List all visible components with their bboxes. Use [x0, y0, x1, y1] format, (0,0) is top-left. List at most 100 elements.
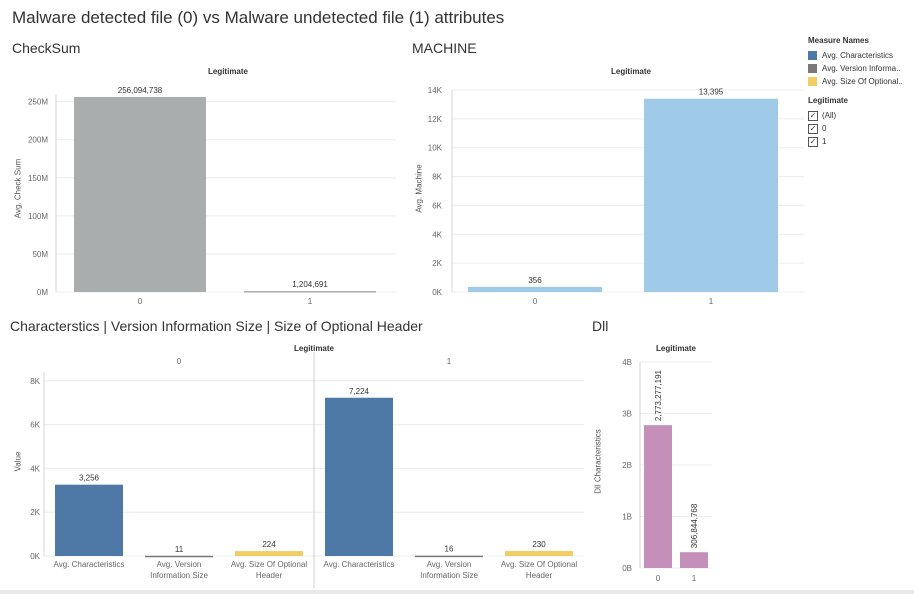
checksum-x-tick-label: 0 — [138, 297, 143, 306]
legend-item-version-information[interactable]: Avg. Version Informa.. — [808, 62, 912, 75]
characteristics-y-tick-label: 0K — [30, 552, 40, 561]
dll-chart: 0B 1B 2B 3B 4B 2,773,277,191 0 306,844,768 1 — [622, 358, 712, 583]
checksum-y-tick-label: 200M — [28, 136, 48, 145]
machine-y-tick-label: 14K — [428, 86, 443, 95]
checksum-data-label: 256,094,738 — [118, 86, 163, 95]
machine-y-tick-label: 12K — [428, 115, 443, 124]
characteristics-y-tick-label: 2K — [30, 508, 40, 517]
filter-option-0[interactable]: ✓ 0 — [808, 122, 912, 135]
checksum-x-tick-label: 1 — [308, 297, 313, 306]
dll-y-tick-label: 0B — [622, 564, 632, 573]
characteristics-x-tick-label: Avg. Characteristics — [54, 560, 125, 569]
characteristics-data-label: 11 — [175, 545, 184, 554]
machine-y-tick-label: 2K — [432, 259, 442, 268]
filter-option-all[interactable]: ✓ (All) — [808, 109, 912, 122]
dll-y-tick-label: 4B — [622, 358, 632, 367]
characteristics-bar — [415, 555, 483, 558]
characteristics-chart: 0K 2K 4K 6K 8K 0 3,256 Avg. Characteristics 11 Av… — [30, 352, 584, 588]
machine-data-label: 356 — [528, 276, 542, 285]
machine-data-label: 13,395 — [699, 88, 724, 97]
characteristics-y-tick-label: 6K — [30, 421, 40, 430]
machine-header: Legitimate — [610, 67, 651, 76]
machine-sheet-title: MACHINE — [412, 40, 477, 56]
characteristics-bar — [505, 550, 573, 556]
characteristics-data-label: 3,256 — [79, 474, 100, 483]
characteristics-bar — [145, 555, 213, 558]
characteristics-x-tick-label: Avg. Size Of Optional — [501, 560, 578, 569]
dll-bar — [644, 425, 672, 568]
characteristics-x-tick-label: Avg. Size Of Optional — [231, 560, 308, 569]
legend-panel: Measure Names Avg. Characteristics Avg. … — [808, 36, 912, 148]
checksum-y-tick-label: 250M — [28, 98, 48, 107]
dll-data-label: 306,844,768 — [690, 503, 699, 548]
legend-label: Avg. Characteristics — [822, 51, 893, 60]
characteristics-sheet-title: Characterstics | Version Information Siz… — [10, 318, 423, 334]
characteristics-bar — [235, 551, 303, 556]
machine-chart: 0K 2K 4K 6K 8K 10K 12K 14K 356 0 13,395 1 — [428, 86, 804, 306]
characteristics-x-tick-label: Avg. Version — [157, 560, 202, 569]
machine-y-tick-label: 8K — [432, 173, 442, 182]
checksum-data-label: 1,204,691 — [292, 280, 328, 289]
checkbox-icon[interactable]: ✓ — [808, 123, 818, 134]
characteristics-x-tick-label: Information Size — [150, 571, 208, 580]
characteristics-y-tick-label: 4K — [30, 464, 40, 473]
checksum-header: Legitimate — [207, 67, 248, 76]
characteristics-x-tick-label: Avg. Characteristics — [324, 560, 395, 569]
filter-label: (All) — [822, 111, 837, 120]
legend-swatch — [808, 77, 817, 86]
checksum-y-tick-label: 100M — [28, 212, 48, 221]
dll-bar — [680, 552, 708, 568]
checksum-chart: 0M 50M 100M 150M 200M 250M 256,094,738 0 1,204,6… — [28, 86, 396, 306]
legend-swatch — [808, 64, 817, 73]
checkbox-icon[interactable]: ✓ — [808, 136, 818, 147]
characteristics-x-tick-label: Header — [526, 571, 553, 580]
characteristics-x-tick-label: Avg. Version — [427, 560, 472, 569]
machine-y-tick-label: 6K — [432, 201, 442, 210]
checksum-bar — [74, 96, 206, 293]
pane-header-label: 0 — [177, 357, 182, 366]
dll-sheet-title: Dll — [592, 318, 609, 334]
dll-y-tick-label: 2B — [622, 461, 632, 470]
characteristics-x-tick-label: Information Size — [420, 571, 478, 580]
checksum-sheet-title: CheckSum — [12, 40, 81, 56]
bottom-scroll-strip — [0, 590, 914, 594]
dll-y-tick-label: 3B — [622, 410, 632, 419]
filter-label: 0 — [822, 124, 827, 133]
machine-bar — [468, 286, 602, 292]
checksum-y-tick-label: 0M — [37, 288, 48, 297]
legend-item-size-optional[interactable]: Avg. Size Of Optional.. — [808, 75, 912, 88]
characteristics-data-label: 16 — [445, 545, 454, 554]
legend-label: Avg. Version Informa.. — [822, 64, 901, 73]
characteristics-x-tick-label: Header — [256, 571, 283, 580]
legitimate-filter-header: Legitimate — [808, 96, 849, 105]
dll-data-label: 2,773,277,191 — [654, 369, 663, 421]
legend-label: Avg. Size Of Optional.. — [822, 77, 903, 86]
legend-item-characteristics[interactable]: Avg. Characteristics — [808, 49, 912, 62]
machine-y-tick-label: 0K — [432, 288, 442, 297]
machine-y-tick-label: 4K — [432, 230, 442, 239]
dll-x-tick-label: 1 — [692, 574, 697, 583]
checksum-bar — [244, 291, 376, 293]
characteristics-header: Legitimate — [293, 344, 334, 353]
dll-header: Legitimate — [655, 344, 696, 353]
checksum-y-tick-label: 50M — [32, 250, 48, 259]
filter-option-1[interactable]: ✓ 1 — [808, 135, 912, 148]
characteristics-y-tick-label: 8K — [30, 377, 40, 386]
measure-names-header: Measure Names — [808, 36, 869, 45]
checksum-y-tick-label: 150M — [28, 174, 48, 183]
characteristics-data-label: 224 — [262, 540, 276, 549]
dll-y-tick-label: 1B — [622, 513, 632, 522]
characteristics-bar — [55, 484, 123, 556]
machine-x-tick-label: 0 — [533, 297, 538, 306]
pane-header-label: 1 — [447, 357, 452, 366]
dashboard-title: Malware detected file (0) vs Malware und… — [12, 8, 505, 27]
dll-x-tick-label: 0 — [656, 574, 661, 583]
legend-swatch — [808, 51, 817, 60]
characteristics-bar — [325, 397, 393, 556]
characteristics-data-label: 230 — [532, 540, 546, 549]
characteristics-data-label: 7,224 — [349, 387, 370, 396]
machine-bar — [644, 98, 778, 293]
checkbox-icon[interactable]: ✓ — [808, 110, 818, 121]
machine-x-tick-label: 1 — [709, 297, 714, 306]
machine-y-tick-label: 10K — [428, 144, 443, 153]
